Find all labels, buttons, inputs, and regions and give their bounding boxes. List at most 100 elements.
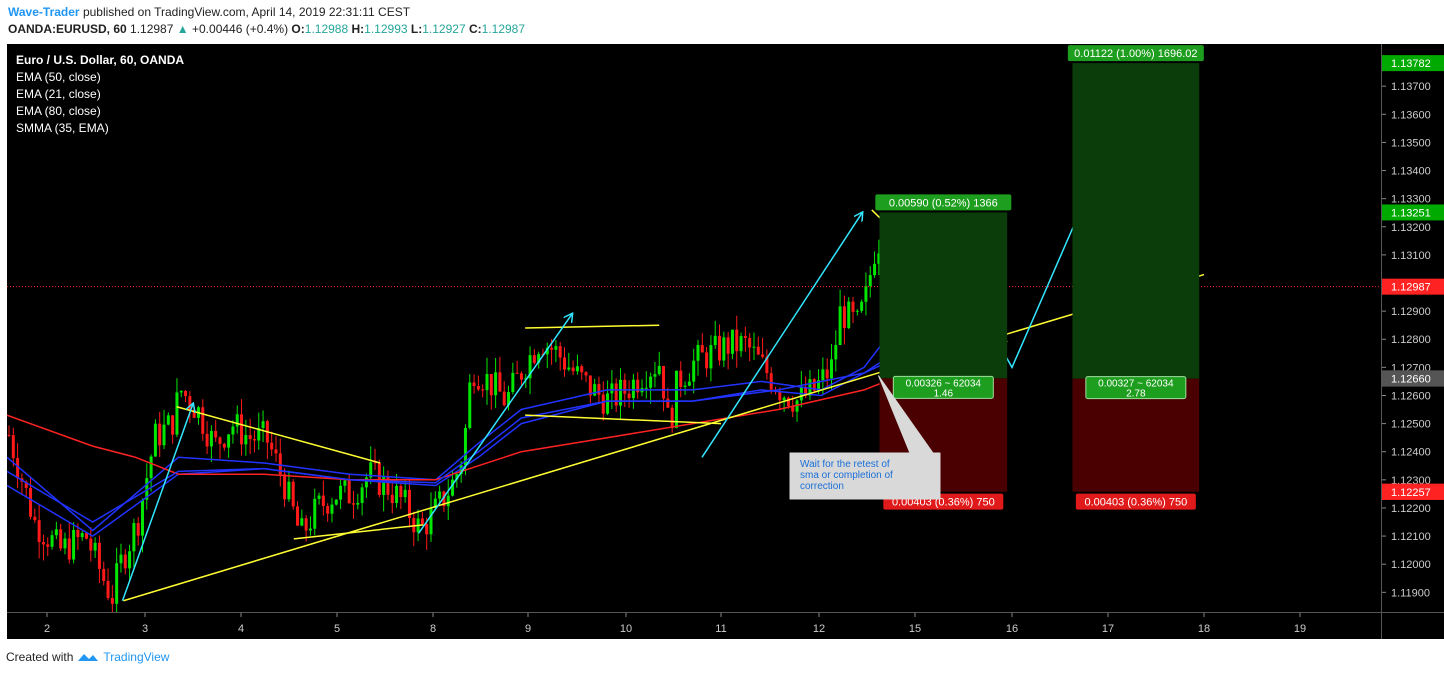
candle-body	[93, 542, 97, 551]
candle-body	[7, 434, 11, 436]
candle-body	[494, 372, 498, 396]
candle-body	[631, 379, 635, 399]
candle-body	[455, 474, 459, 480]
candle-body	[235, 414, 239, 427]
candle-body	[140, 499, 144, 536]
price-axis[interactable]: 1.11900 1.12000 1.12100 1.12200 1.12300 1.124…	[1381, 44, 1444, 612]
ratio-label-bg-1	[1085, 376, 1187, 400]
candle-body	[330, 504, 334, 514]
ema-line-3	[7, 344, 908, 523]
candle-body	[321, 495, 325, 507]
x-tick-label: 9	[525, 623, 531, 635]
candle-body	[158, 423, 162, 446]
y-tick-label: 1.12200	[1391, 503, 1431, 515]
footer: Created with TradingView	[6, 650, 169, 664]
price-tag-bg-2	[1382, 278, 1444, 295]
candle-body	[756, 346, 760, 355]
candle-body	[356, 502, 360, 505]
y-tick-label: 1.12000	[1391, 559, 1431, 571]
candle-body	[834, 345, 838, 360]
candle-body	[868, 275, 872, 287]
candle-body	[29, 487, 33, 517]
candle-body	[403, 489, 407, 498]
chart-pane[interactable]: 0.00590 (0.52%) 1366 0.00326 ~ 62034 1.46 0…	[7, 44, 1381, 612]
chart-legend: Euro / U.S. Dollar, 60, OANDA EMA (50, c…	[16, 52, 184, 137]
trendline-2	[293, 524, 424, 540]
candle-body	[184, 391, 188, 397]
candle-body	[425, 524, 429, 535]
candle-body	[270, 442, 274, 450]
candle-body	[227, 434, 231, 448]
candle-body	[597, 384, 601, 395]
candle-body	[175, 392, 179, 435]
price-tag-bg-4	[1382, 370, 1444, 387]
candle-body	[59, 529, 63, 549]
low-label: L:	[410, 22, 423, 36]
high-value: 1.12993	[364, 22, 408, 36]
tradingview-link[interactable]: TradingView	[103, 650, 170, 664]
y-tick-label: 1.13600	[1391, 109, 1431, 121]
candle-body	[696, 344, 700, 361]
time-axis[interactable]: 2 3 4 5 8 9 10 11 12 15 16 17 18 19	[7, 612, 1381, 639]
candle-body	[817, 380, 821, 391]
candle-body	[489, 374, 493, 396]
candle-body	[287, 481, 291, 500]
candle-body	[257, 427, 261, 441]
candle-body	[713, 335, 717, 346]
candle-body	[683, 385, 687, 387]
candle-body	[76, 529, 80, 538]
y-tick-label: 1.12600	[1391, 390, 1431, 402]
x-tick-label: 10	[620, 623, 632, 635]
candle-body	[507, 392, 511, 406]
candle-body	[283, 474, 287, 500]
wave-arrow-0	[121, 404, 194, 602]
candle-body	[304, 518, 308, 531]
low-value: 1.12927	[422, 22, 466, 36]
candle-body	[476, 386, 480, 390]
candle-body	[24, 481, 28, 488]
candle-body	[308, 528, 312, 531]
candle-body	[662, 366, 666, 399]
stop-label-bg-1	[1075, 493, 1196, 510]
candle-body	[735, 329, 739, 352]
price-tag-bg-0	[1382, 55, 1444, 72]
candle-body	[730, 329, 734, 354]
candle-body	[33, 516, 37, 521]
x-tick-label: 18	[1198, 623, 1210, 635]
candle-body	[481, 389, 485, 391]
candle-body	[558, 346, 562, 358]
candle-body	[769, 373, 773, 390]
candle-body	[369, 462, 373, 478]
price-tag-bg-1	[1382, 204, 1444, 221]
author-link[interactable]: Wave-Trader	[8, 5, 80, 19]
candle-body	[860, 301, 864, 311]
legend-item-ema80[interactable]: EMA (80, close)	[16, 104, 101, 118]
candle-body	[593, 384, 597, 396]
candle-body	[377, 463, 381, 495]
candle-body	[778, 392, 782, 401]
ratio-label-0: 0.00326 ~ 62034	[906, 378, 982, 389]
candle-body	[537, 354, 541, 364]
ema-line-2	[7, 372, 908, 481]
legend-item-smma35[interactable]: SMMA (35, EMA)	[16, 121, 109, 135]
target-label-bg-1	[1067, 45, 1204, 62]
legend-item-ema21[interactable]: EMA (21, close)	[16, 87, 101, 101]
trendline-3	[525, 324, 660, 329]
candle-body	[446, 495, 450, 507]
candle-body	[339, 485, 343, 500]
wave-arrow-2	[701, 213, 862, 458]
candle-body	[166, 415, 170, 425]
candle-body	[588, 375, 592, 396]
legend-item-ema50[interactable]: EMA (50, close)	[16, 70, 101, 84]
candle-body	[864, 286, 868, 302]
candle-body	[545, 347, 549, 355]
candle-body	[209, 430, 213, 447]
candle-body	[705, 352, 709, 369]
candle-body	[46, 544, 50, 547]
candle-body	[407, 489, 411, 519]
candle-body	[761, 354, 765, 357]
candle-body	[54, 529, 58, 536]
candle-body	[821, 369, 825, 381]
candle-body	[812, 379, 816, 391]
